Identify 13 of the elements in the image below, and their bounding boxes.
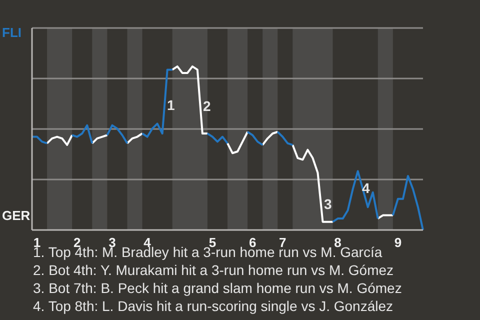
annotation: 1	[167, 97, 175, 113]
annotation: 2	[203, 98, 211, 114]
x-tick-label: 9	[394, 235, 402, 250]
text: 2. Bot 4th: Y. Murakami hit a 3-run home run vs M. Gómez	[33, 261, 395, 279]
text: GER	[2, 208, 30, 223]
annotation: 3	[324, 196, 332, 212]
text: FLI	[2, 25, 22, 40]
x-tick-label: 5	[208, 235, 216, 250]
x-tick-label: 7	[279, 235, 286, 250]
text: 4. Top 8th: L. Davis hit a run-scoring single vs J. González	[33, 297, 394, 315]
text: 3. Bot 7th: B. Peck hit a grand slam home run vs M. Gómez	[33, 279, 402, 297]
x-tick-label: 6	[248, 235, 256, 250]
x-tick-label: 8	[334, 235, 342, 250]
